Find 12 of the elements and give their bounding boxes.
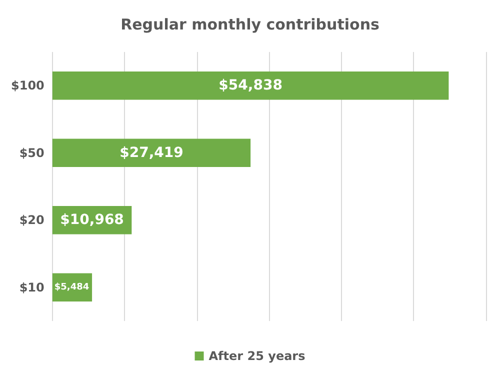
data-label: $27,419 xyxy=(120,144,184,161)
data-label: $54,838 xyxy=(218,78,282,94)
data-label: $5,484 xyxy=(54,282,90,292)
bar xyxy=(52,138,251,167)
legend-label: After 25 years xyxy=(208,349,306,363)
y-tick-label: $50 xyxy=(19,146,44,160)
bar xyxy=(52,72,449,100)
y-tick-label: $100 xyxy=(10,78,44,93)
y-tick-label: $10 xyxy=(19,280,44,294)
y-tick-label: $20 xyxy=(19,213,44,228)
data-label: $10,968 xyxy=(60,212,124,228)
chart-title: Regular monthly contributions xyxy=(120,16,380,34)
